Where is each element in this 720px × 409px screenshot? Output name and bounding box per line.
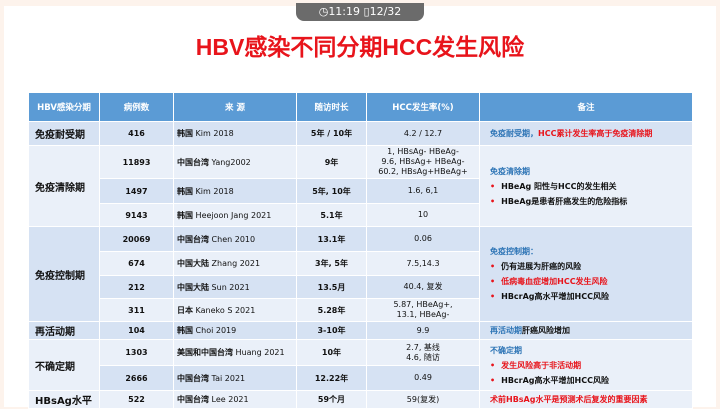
table-row: 不确定期 1303 美国和中国台湾 Huang 2021 10年 2.7, 基线 4.6…: [28, 339, 693, 391]
follow-up: 13.1年: [296, 226, 367, 252]
stage-cell: 免疫耐受期: [28, 121, 100, 146]
note-bullet: • 发生风险高于非活动期: [490, 360, 582, 370]
note-cell: 免疫耐受期，HCC累计发生率高于免疫清除期: [479, 121, 693, 146]
follow-up: 9年: [296, 145, 367, 179]
case-count: 311: [99, 298, 174, 322]
follow-up: 59个月: [296, 390, 367, 409]
follow-up: 13.5月: [296, 275, 367, 299]
source: 韩国 Kim 2018: [173, 178, 297, 204]
table-row: 212 中国大陆 Sun 2021 13.5月 40.4, 复发: [29, 275, 693, 299]
table-row: 再活动期 104 韩国 Choi 2019 3-10年 9.9 再活动期肝癌风险增加: [28, 321, 693, 340]
case-count: 1303: [99, 339, 174, 366]
column-header: HBV感染分期: [28, 92, 100, 122]
hcc-rate: 4.2 / 12.7: [366, 121, 480, 146]
case-count: 104: [99, 321, 174, 340]
stage-cell: 再活动期: [28, 321, 100, 340]
note-bullet: • 低病毒血症增加HCC发生风险: [490, 277, 608, 286]
note-bullet: • HBcrAg高水平增加HCC风险: [490, 292, 609, 301]
follow-up: 5年, 10年: [296, 178, 367, 204]
table-row: 免疫清除期 11893 中国台湾 Yang2002 9年 1, HBsAg- HBeAg…: [28, 145, 693, 227]
case-count: 20069: [99, 226, 174, 252]
follow-up: 5年 / 10年: [296, 121, 367, 146]
source: 日本 Kaneko S 2021: [173, 298, 297, 322]
hcc-rate: 10: [366, 203, 480, 227]
source: 韩国 Heejoon Jang 2021: [173, 203, 297, 227]
table-row: 免疫耐受期 416 韩国 Kim 2018 5年 / 10年 4.2 / 12.7 免疫耐…: [28, 121, 693, 146]
slide-title: HBV感染不同分期HCC发生风险: [195, 34, 525, 60]
source: 韩国 Choi 2019: [173, 321, 297, 340]
stage-cell: 免疫清除期: [28, 145, 100, 227]
stage-cell: 不确定期: [28, 339, 100, 391]
note-cell: 不确定期 • 发生风险高于非活动期 • HBcrAg高水平增加HCC风险: [479, 339, 693, 391]
source: 中国台湾 Tai 2021: [173, 365, 297, 391]
table-row: 2666 中国台湾 Tai 2021 12.22年 0.49: [29, 365, 693, 391]
source: 中国台湾 Chen 2010: [173, 226, 297, 252]
case-count: 2666: [99, 365, 174, 391]
table-row: 311 日本 Kaneko S 2021 5.28年 5.87, HBeAg+, 13…: [29, 298, 693, 322]
case-count: 9143: [99, 203, 174, 227]
source: 美国和中国台湾 Huang 2021: [173, 339, 297, 366]
hcc-rate: 0.06: [366, 226, 480, 252]
column-header: 病例数: [99, 92, 174, 122]
case-count: 416: [99, 121, 174, 146]
column-header: 备注: [479, 92, 693, 122]
follow-up: 3-10年: [296, 321, 367, 340]
follow-up: 3年, 5年: [296, 251, 367, 276]
hcc-rate: 59(复发): [366, 390, 480, 409]
hcc-rate: 5.87, HBeAg+, 13.1, HBeAg-: [366, 298, 480, 322]
table-row: 免疫控制期 20069 中国台湾 Chen 2010 13.1年 0.06 免疫控制期： •…: [28, 226, 693, 322]
time: 11:19: [328, 5, 361, 18]
note-bullet: • HBeAg是患者肝癌发生的危险指标: [490, 196, 628, 206]
note-cell: 术前HBsAg水平是预测术后复发的重要因素: [479, 390, 693, 409]
table-row: 9143 韩国 Heejoon Jang 2021 5.1年 10: [29, 203, 693, 227]
page-counter: 12/32: [369, 5, 402, 18]
column-header: 随访时长: [296, 92, 367, 122]
note-cell: 免疫控制期： • 仍有进展为肝癌的风险 • 低病毒血症增加HCC发生风险 • HBcrAg高…: [479, 226, 693, 322]
hcc-risk-table: HBV感染分期 病例数来 源随访时长 HCC发生率(%) 备注 免疫耐受期 416 韩国 …: [28, 92, 693, 409]
note-bullet: • HBcrAg高水平增加HCC风险: [490, 375, 609, 385]
source: 中国台湾 Lee 2021: [173, 390, 297, 409]
follow-up: 12.22年: [296, 365, 367, 391]
table-row: HBsAg水平 522 中国台湾 Lee 2021 59个月 59(复发) 术前HBsAg…: [28, 390, 693, 409]
note-bullet: • HBeAg 阳性与HCC的发生相关: [490, 181, 617, 191]
follow-up: 10年: [296, 339, 367, 366]
follow-up: 5.1年: [296, 203, 367, 227]
hcc-rate: 2.7, 基线 4.6, 随访: [366, 339, 480, 366]
note-cell: 免疫清除期 • HBeAg 阳性与HCC的发生相关 • HBeAg是患者肝癌发生的危险指…: [479, 145, 693, 227]
source: 韩国 Kim 2018: [173, 121, 297, 146]
source: 中国大陆 Sun 2021: [173, 275, 297, 299]
case-count: 11893: [99, 145, 174, 179]
note-bullet: • 仍有进展为肝癌的风险: [490, 262, 582, 271]
stage-cell: HBsAg水平: [28, 390, 100, 409]
case-count: 1497: [99, 178, 174, 204]
source: 中国台湾 Yang2002: [173, 145, 297, 179]
hcc-rate: 7.5,14.3: [366, 251, 480, 276]
hcc-rate: 1.6, 6,1: [366, 178, 480, 204]
column-header: 来 源: [173, 92, 297, 122]
source: 中国大陆 Zhang 2021: [173, 251, 297, 276]
hcc-rate: 40.4, 复发: [366, 275, 480, 299]
column-header: HCC发生率(%): [366, 92, 480, 122]
hcc-rate: 9.9: [366, 321, 480, 340]
hcc-rate: 1, HBsAg- HBeAg- 9.6, HBsAg+ HBeAg- 60.2…: [366, 145, 480, 179]
note-cell: 再活动期肝癌风险增加: [479, 321, 693, 340]
case-count: 674: [99, 251, 174, 276]
case-count: 522: [99, 390, 174, 409]
page-icon: ▯: [363, 5, 370, 18]
stage-cell: 免疫控制期: [28, 226, 100, 322]
case-count: 212: [99, 275, 174, 299]
clock-icon: ◷: [318, 5, 329, 18]
status-pill: ◷11:19 ▯12/32: [296, 3, 424, 21]
hcc-rate: 0.49: [366, 365, 480, 391]
follow-up: 5.28年: [296, 298, 367, 322]
